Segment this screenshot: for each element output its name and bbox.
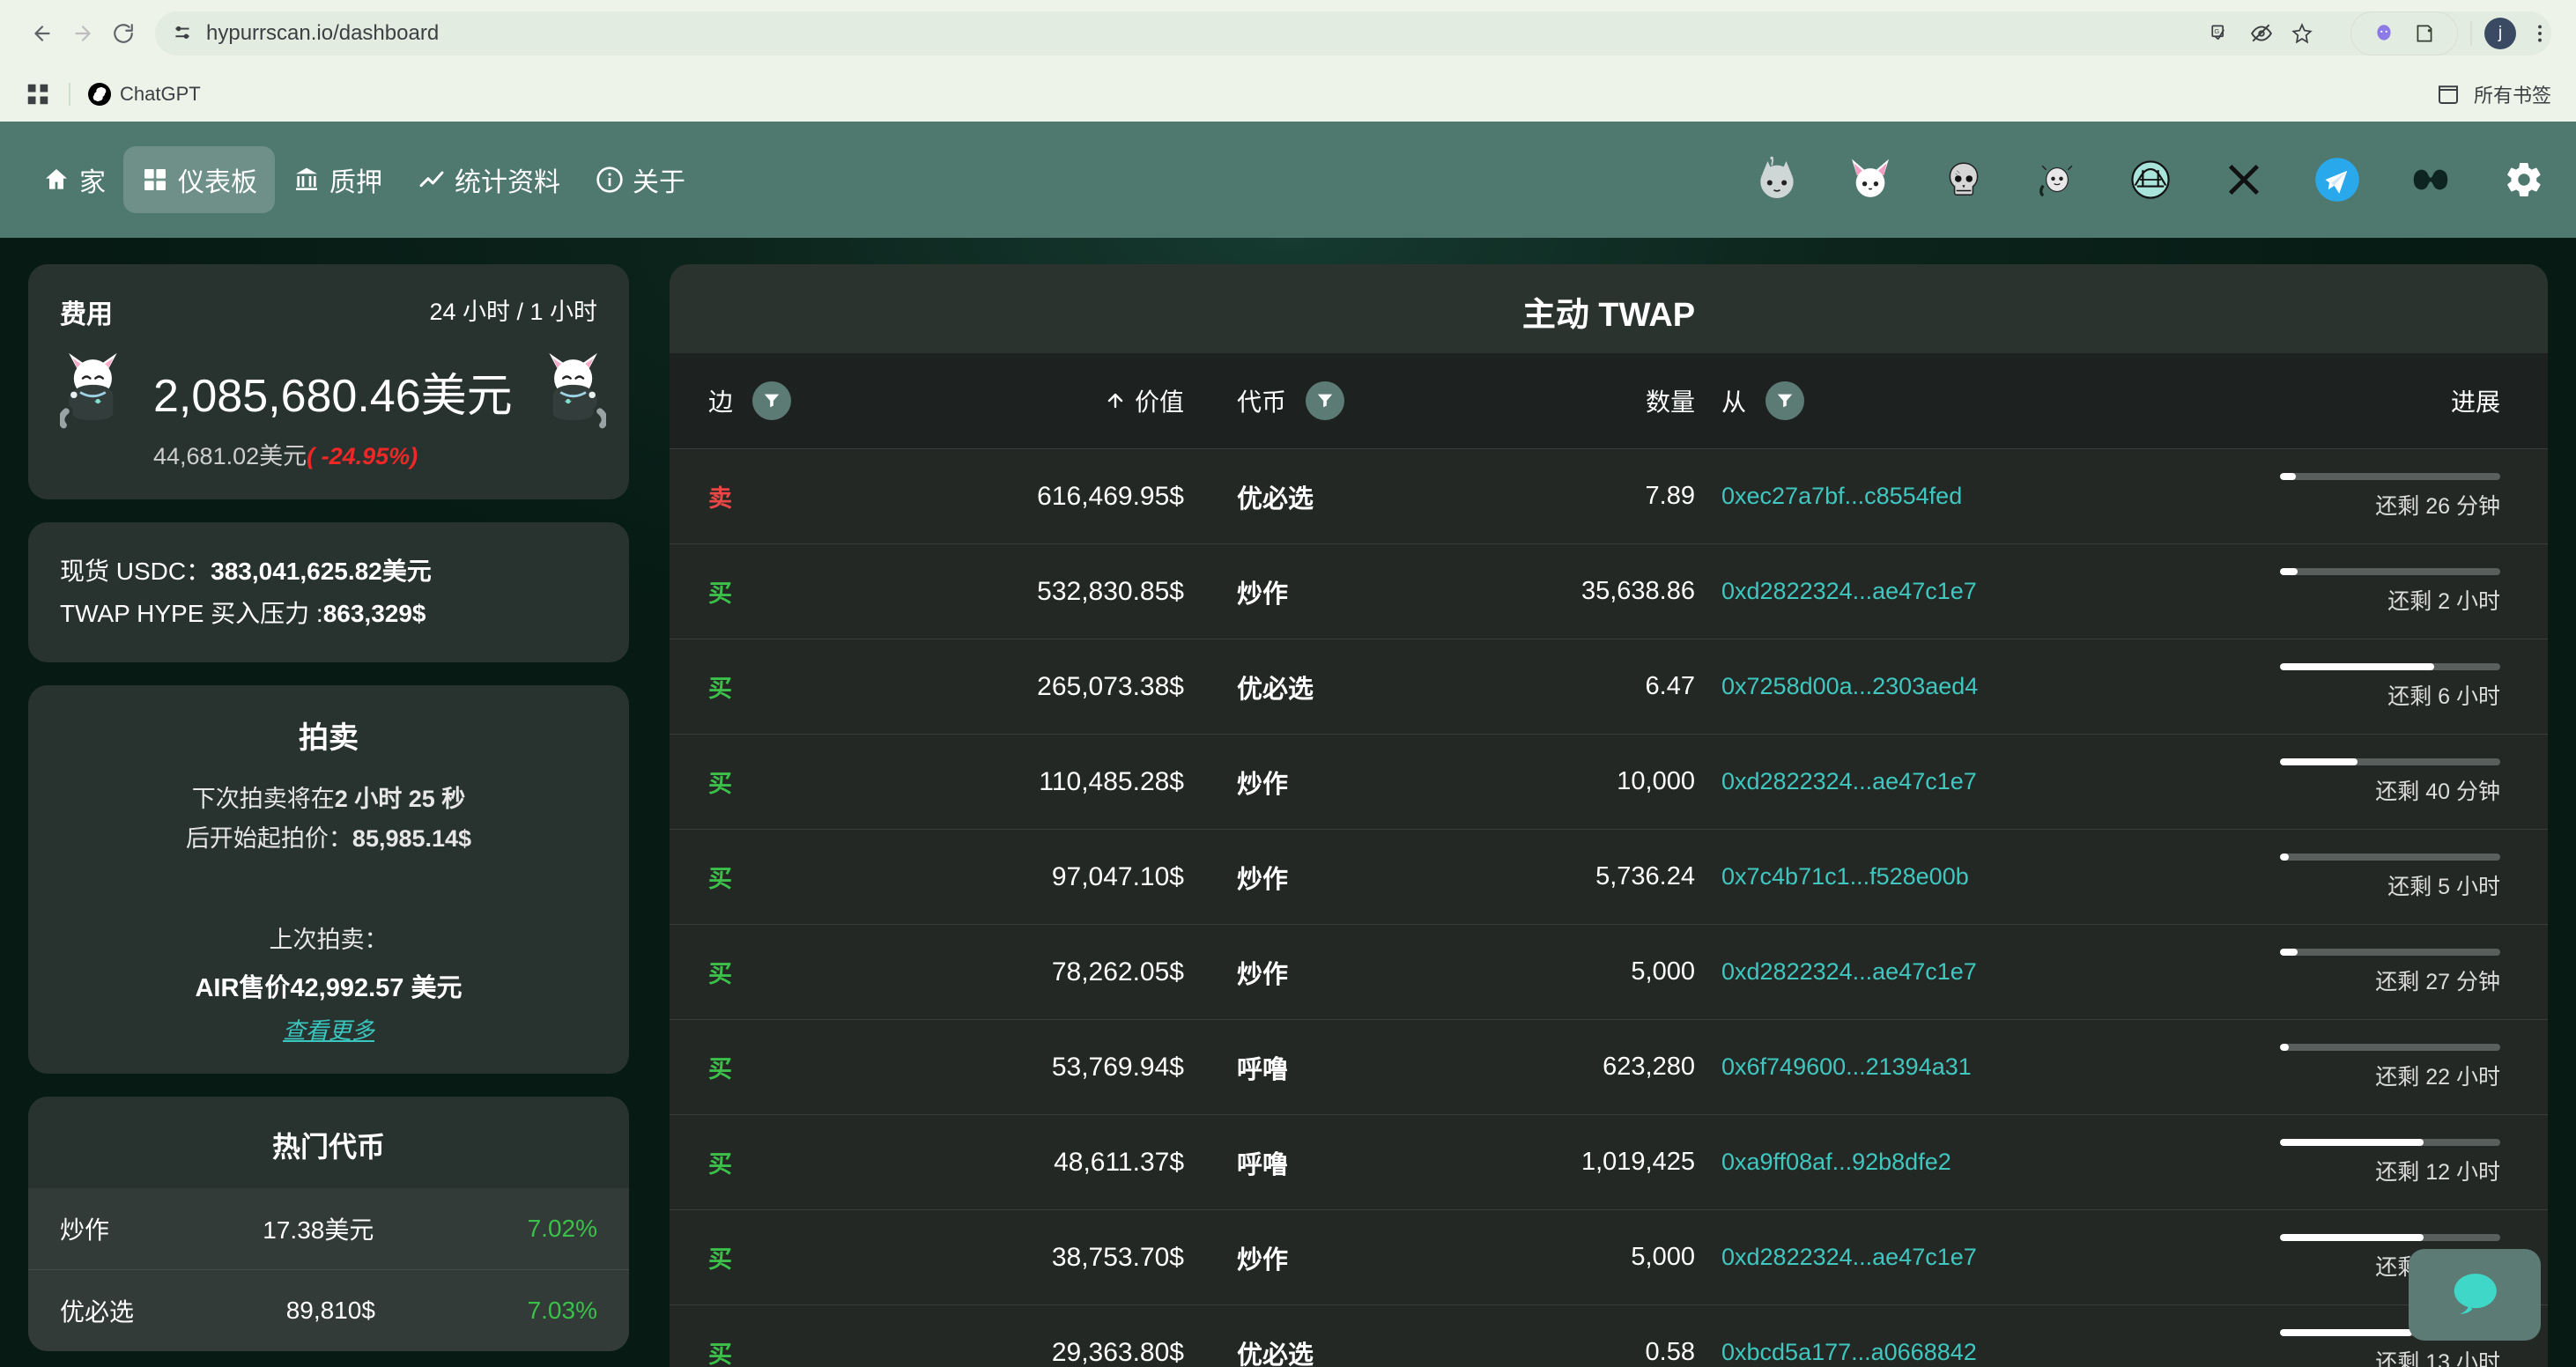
svg-text:G: G xyxy=(2214,27,2219,35)
